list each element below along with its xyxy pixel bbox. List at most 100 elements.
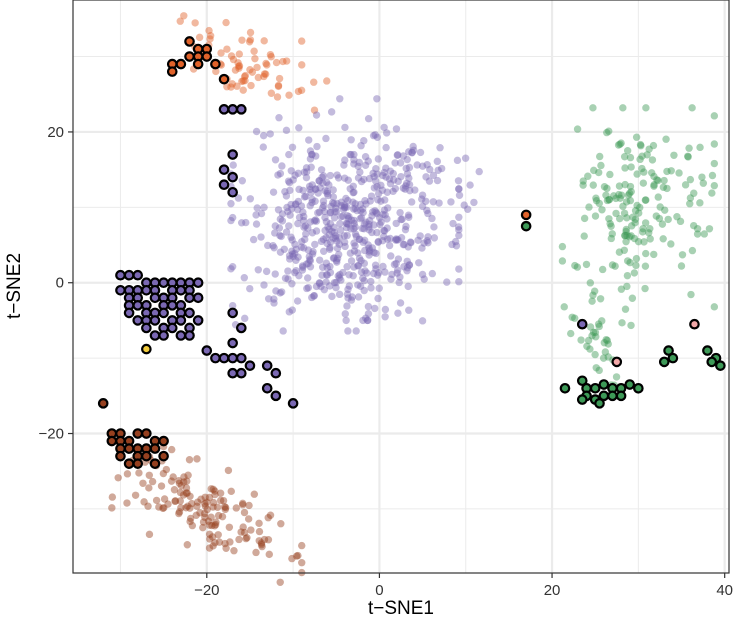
faded-point (350, 263, 358, 271)
faded-point (310, 292, 318, 300)
highlighted-point (227, 186, 238, 198)
faded-point (424, 239, 432, 247)
faded-point (598, 206, 606, 214)
faded-point (292, 267, 300, 275)
faded-point (341, 310, 349, 318)
faded-point (233, 82, 241, 90)
faded-point (313, 142, 321, 151)
highlighted-point (132, 428, 144, 439)
faded-point (605, 215, 613, 223)
faded-point (645, 145, 653, 153)
highlighted-point (158, 450, 169, 462)
faded-point (340, 238, 349, 246)
highlighted-point (158, 307, 169, 319)
faded-point (405, 180, 414, 189)
faded-point (192, 511, 200, 520)
faded-point (622, 225, 630, 234)
faded-point (327, 108, 336, 116)
faded-point (209, 498, 218, 507)
faded-point (350, 216, 358, 225)
faded-point (332, 283, 340, 292)
faded-point (321, 187, 329, 195)
faded-point (294, 551, 302, 560)
faded-point (618, 319, 626, 327)
faded-point (291, 249, 299, 258)
faded-point (282, 126, 291, 135)
highlighted-point (141, 322, 152, 334)
faded-point (203, 505, 211, 514)
faded-point (608, 230, 616, 238)
faded-point (330, 228, 339, 237)
faded-point (611, 262, 619, 270)
faded-point (278, 162, 286, 170)
faded-point (254, 266, 262, 274)
faded-point (140, 498, 148, 506)
faded-point (283, 203, 291, 212)
faded-point (193, 502, 201, 510)
faded-point (374, 237, 382, 246)
faded-point (213, 503, 222, 511)
faded-point (317, 282, 325, 291)
faded-point (385, 175, 394, 183)
faded-point (203, 498, 211, 506)
faded-point (282, 228, 291, 236)
faded-point (322, 233, 330, 242)
faded-point (241, 76, 249, 85)
faded-point (415, 259, 423, 267)
faded-point (573, 125, 582, 133)
faded-point (368, 212, 376, 220)
faded-point (230, 547, 238, 555)
faded-point (351, 223, 359, 231)
faded-point (250, 47, 258, 55)
faded-point (175, 476, 183, 485)
faded-point (434, 166, 442, 174)
faded-point (311, 216, 320, 224)
faded-point (291, 268, 299, 277)
faded-point (645, 229, 653, 237)
faded-point (408, 148, 416, 157)
faded-point (418, 195, 426, 203)
faded-point (214, 511, 223, 520)
faded-point (328, 292, 336, 301)
faded-point (374, 155, 383, 163)
faded-point (308, 195, 316, 204)
faded-point (641, 196, 650, 204)
highlighted-point (287, 398, 299, 409)
faded-point (429, 198, 438, 206)
faded-point (641, 262, 650, 270)
faded-point (240, 274, 248, 282)
faded-point (580, 214, 589, 223)
faded-point (333, 199, 341, 208)
faded-point (619, 104, 627, 112)
faded-point (661, 206, 669, 214)
faded-point (642, 249, 650, 258)
faded-point (354, 262, 362, 270)
highlighted-point (184, 330, 195, 341)
highlighted-point (166, 300, 178, 311)
faded-point (628, 294, 637, 302)
faded-point (299, 263, 307, 271)
faded-point (364, 241, 372, 249)
faded-point (351, 200, 360, 208)
faded-point (167, 477, 176, 485)
faded-point (395, 278, 403, 287)
faded-point (300, 223, 308, 231)
faded-point (377, 181, 385, 190)
faded-point (360, 137, 368, 145)
faded-point (326, 220, 335, 228)
faded-point (455, 213, 463, 221)
faded-point (418, 244, 426, 252)
faded-point (663, 184, 671, 193)
faded-point (323, 189, 332, 198)
faded-point (710, 140, 719, 148)
faded-point (260, 70, 269, 78)
faded-point (336, 95, 344, 103)
highlighted-point (261, 382, 273, 394)
faded-point (182, 489, 191, 497)
faded-point (396, 273, 404, 281)
faded-point (654, 176, 662, 185)
faded-point (590, 287, 599, 295)
faded-point (322, 218, 331, 226)
faded-point (393, 269, 401, 277)
faded-point (291, 200, 300, 209)
